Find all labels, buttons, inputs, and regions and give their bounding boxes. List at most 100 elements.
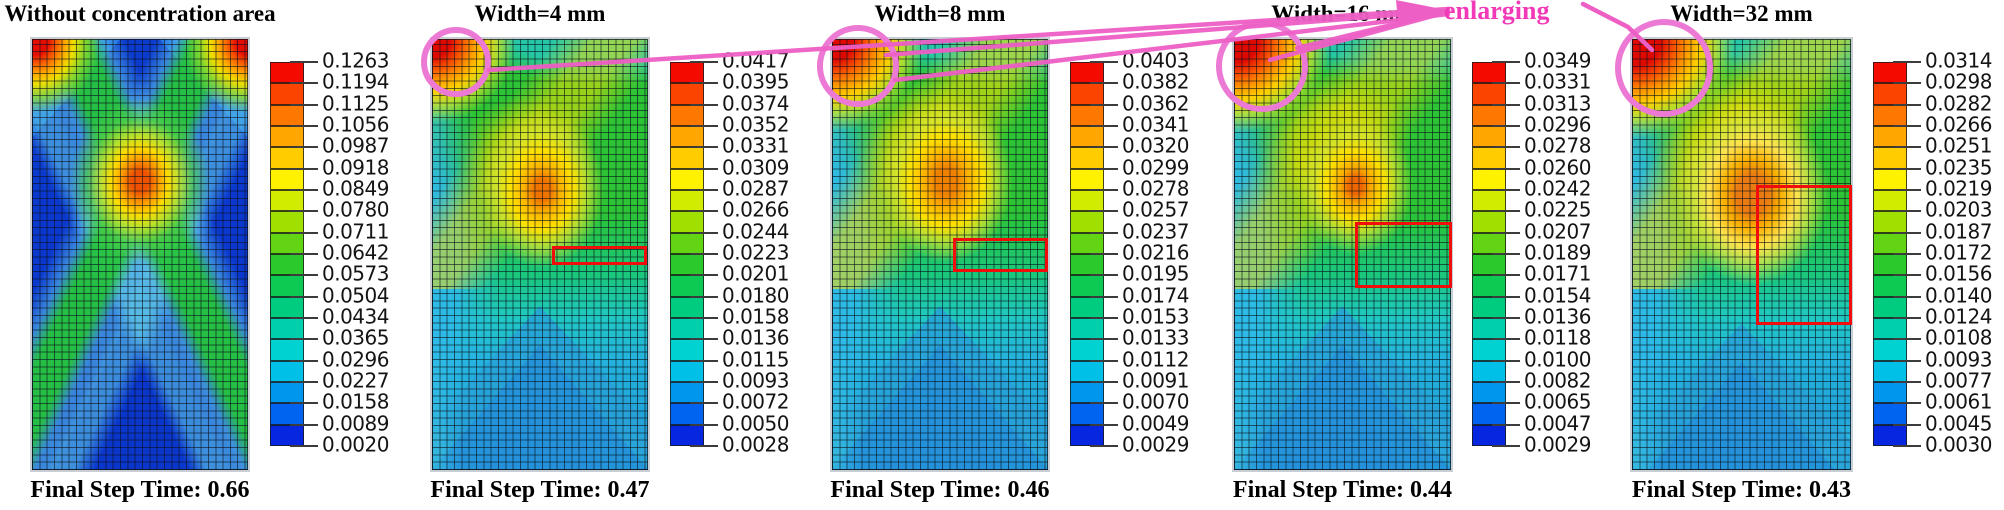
legend-tick [290,444,318,447]
legend-value: 0.0352 [722,112,789,137]
legend-value: 0.0320 [1122,133,1189,158]
legend-band [1070,339,1104,361]
legend-value: 0.0061 [1925,389,1992,414]
legend-value: 0.0112 [1122,347,1189,372]
enlarged-region-circle-p3 [817,25,899,107]
legend-value: 0.0140 [1925,283,1992,308]
legend-tick [1492,231,1520,234]
legend-value: 0.0171 [1524,261,1591,286]
legend-band [670,381,704,404]
legend-band [1070,232,1104,254]
legend-tick [1893,338,1921,341]
legend-band [270,232,304,254]
legend-tick [290,231,318,234]
legend-tick [290,103,318,106]
legend-tick [690,231,718,234]
legend-value: 0.0711 [322,219,389,244]
legend-band [1070,104,1104,126]
legend-value: 0.0382 [1122,69,1189,94]
legend-band [1873,381,1907,404]
legend-tick [690,423,718,426]
legend-value: 0.0049 [1122,411,1189,436]
legend-value: 0.0573 [322,261,389,286]
legend-band [670,168,704,190]
legend-value: 0.0223 [722,240,789,265]
legend-value: 0.0237 [1122,219,1189,244]
legend-value: 0.0108 [1925,325,1992,350]
legend-value: 0.0091 [1122,368,1189,393]
legend-tick [1893,82,1921,85]
legend-tick [1893,316,1921,319]
legend-band [1472,168,1506,190]
legend-band [270,104,304,126]
legend-tick [1893,231,1921,234]
legend-band [670,296,704,318]
legend-value: 0.0093 [722,368,789,393]
legend-band [670,339,704,361]
legend-value: 0.0242 [1524,176,1591,201]
legend-tick [290,423,318,426]
legend-value: 0.0077 [1925,368,1992,393]
legend-tick [1492,295,1520,298]
legend-value: 0.0395 [722,69,789,94]
contour-mesh-p4 [1232,37,1453,472]
legend-band [1472,232,1506,254]
legend-tick [1090,167,1118,170]
legend-tick [1090,359,1118,362]
legend-band [1070,168,1104,190]
legend-value: 0.0207 [1524,219,1591,244]
legend-band [1070,381,1104,404]
legend-band [1472,296,1506,318]
concentration-area-box-p2 [552,246,647,265]
legend-tick [1893,274,1921,277]
legend-band [1070,189,1104,212]
legend-band [1873,104,1907,126]
legend-band [1070,211,1104,233]
legend-value: 0.0296 [1524,112,1591,137]
legend-value: 0.0174 [1122,283,1189,308]
legend-tick [1893,252,1921,255]
enlarging-label: enlarging [1444,0,1550,25]
legend-band [1070,317,1104,340]
legend-value: 0.0203 [1925,197,1992,222]
legend-tick [1090,231,1118,234]
color-legend-p3: 0.0403 0.0382 0.0362 0.0341 0.0320 0.0299 0.02… [1070,50,1220,455]
legend-band [1472,211,1506,233]
legend-value: 0.0251 [1925,133,1992,158]
contour-mesh-p2 [430,37,650,472]
legend-band [670,104,704,126]
legend-tick [1090,274,1118,277]
legend-tick [1090,380,1118,383]
legend-band [670,147,704,169]
legend-value: 0.0219 [1925,176,1992,201]
legend-tick [1492,338,1520,341]
legend-value: 0.1194 [322,69,389,94]
legend-tick [1893,359,1921,362]
legend-value: 0.0235 [1925,155,1992,180]
legend-value: 0.0100 [1524,347,1591,372]
legend-tick [1492,103,1520,106]
legend-band [1472,424,1506,446]
concentration-area-box-p4 [1355,222,1452,288]
legend-value: 0.0225 [1524,197,1591,222]
legend-value: 0.0257 [1122,197,1189,222]
legend-value: 0.0434 [322,304,389,329]
legend-value: 0.0020 [322,432,389,457]
legend-value: 0.0314 [1925,48,1992,73]
legend-tick [1893,103,1921,106]
legend-band [1472,275,1506,297]
legend-band [270,211,304,233]
legend-tick [1090,103,1118,106]
legend-tick [1090,124,1118,127]
legend-tick [1492,167,1520,170]
legend-value: 0.0172 [1925,240,1992,265]
legend-tick [1492,188,1520,191]
legend-tick [1893,61,1921,63]
legend-tick [1090,338,1118,341]
legend-tick [290,316,318,319]
legend-tick [690,103,718,106]
enlarged-region-circle-p5 [1615,19,1713,117]
legend-band [1873,83,1907,105]
legend-value: 0.0158 [722,304,789,329]
